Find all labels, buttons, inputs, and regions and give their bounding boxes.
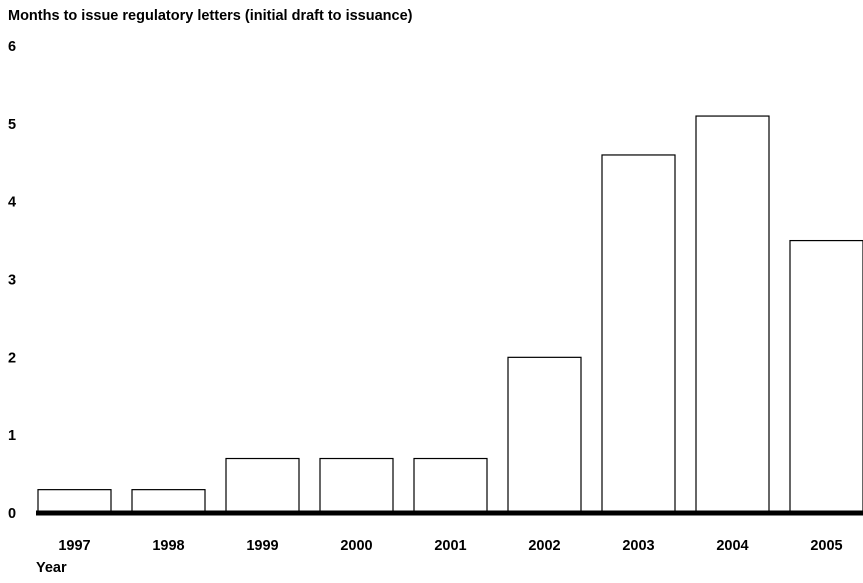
x-tick-label: 2001 [434,538,466,554]
bars [37,115,863,514]
x-tick-label: 1999 [246,538,278,554]
y-tick-label: 6 [8,39,16,55]
bar-2005 [789,239,863,514]
bar-2000 [319,457,394,514]
x-tick-label: 2002 [528,538,560,554]
y-tick-label: 3 [8,273,16,289]
x-axis-label: Year [36,560,67,576]
y-tick-label: 1 [8,428,16,444]
x-tick-label: 2005 [810,538,842,554]
y-tick-label: 4 [8,195,16,211]
y-tick-label: 5 [8,117,16,133]
y-tick-label: 2 [8,350,16,366]
bar-2003 [601,154,676,514]
x-tick-label: 2003 [622,538,654,554]
y-tick-label: 0 [8,506,16,522]
x-tick-label: 2004 [716,538,748,554]
bar-2001 [413,457,488,514]
bar-1999 [225,457,300,514]
x-tick-label: 2000 [340,538,372,554]
chart-title: Months to issue regulatory letters (init… [8,8,413,24]
x-tick-label: 1998 [152,538,184,554]
bar-1997 [37,489,112,514]
x-tick-label: 1997 [58,538,90,554]
bar-2002 [507,356,582,514]
x-axis-ticks: 1997 1998 1999 2000 2001 2002 2003 2004 2005 [58,538,842,554]
bar-1998 [131,489,206,514]
y-axis-ticks: 0 1 2 3 4 5 6 [8,39,16,522]
bar-2004 [695,115,770,514]
